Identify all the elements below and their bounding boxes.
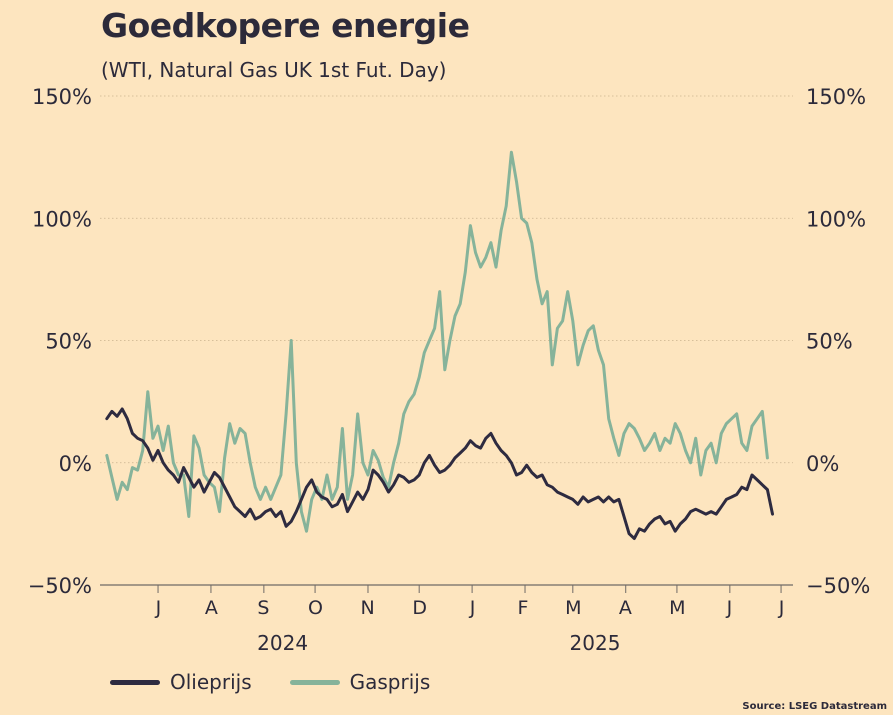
legend-label-oil: Olieprijs (170, 670, 252, 694)
chart-title: Goedkopere energie (101, 6, 470, 45)
series-line-gasprijs (105, 150, 769, 533)
x-tick-label: S (257, 597, 269, 619)
y-tick-label-left: 50% (45, 330, 92, 354)
y-tick-label-left: −50% (28, 574, 92, 598)
x-tick-label: J (155, 597, 162, 619)
y-axis-left: 150% 100% 50% 0% −50% (28, 85, 92, 598)
legend-swatch-gas (289, 679, 340, 685)
x-tick-label: M (669, 597, 685, 619)
x-year-label: 2025 (570, 631, 621, 655)
y-tick-label-right: 100% (806, 207, 866, 231)
y-tick-label-right: 50% (806, 330, 853, 354)
source-note: Source: LSEG Datastream (742, 701, 887, 712)
y-tick-label-right: −50% (806, 574, 870, 598)
legend-label-gas: Gasprijs (349, 670, 431, 694)
y-tick-label-right: 0% (806, 452, 839, 476)
legend-item-oil: Olieprijs (110, 670, 252, 694)
y-tick-label-right: 150% (806, 85, 866, 109)
x-tick-label: F (517, 597, 528, 619)
y-tick-label-left: 0% (59, 452, 92, 476)
x-axis: J A S O N D J F M A M J J 2024 2025 (155, 585, 785, 655)
legend: Olieprijs Gasprijs (110, 670, 468, 694)
y-tick-label-left: 150% (32, 85, 92, 109)
y-axis-right: 150% 100% 50% 0% −50% (806, 85, 870, 598)
legend-item-gas: Gasprijs (289, 670, 431, 694)
x-tick-label: A (205, 597, 218, 619)
x-tick-label: D (412, 597, 427, 619)
x-tick-label: J (469, 597, 476, 619)
x-tick-label: J (778, 597, 785, 619)
x-tick-label: A (619, 597, 632, 619)
series-line-olieprijs (105, 407, 774, 540)
y-tick-label-left: 100% (32, 207, 92, 231)
legend-swatch-oil (110, 679, 160, 685)
x-year-label: 2024 (257, 631, 308, 655)
grid-lines (100, 95, 793, 586)
x-tick-label: M (565, 597, 581, 619)
x-tick-label: N (360, 597, 374, 619)
chart-subtitle: (WTI, Natural Gas UK 1st Fut. Day) (101, 58, 447, 82)
x-tick-label: O (308, 597, 323, 619)
series-lines (105, 150, 774, 540)
x-tick-label: J (726, 597, 733, 619)
